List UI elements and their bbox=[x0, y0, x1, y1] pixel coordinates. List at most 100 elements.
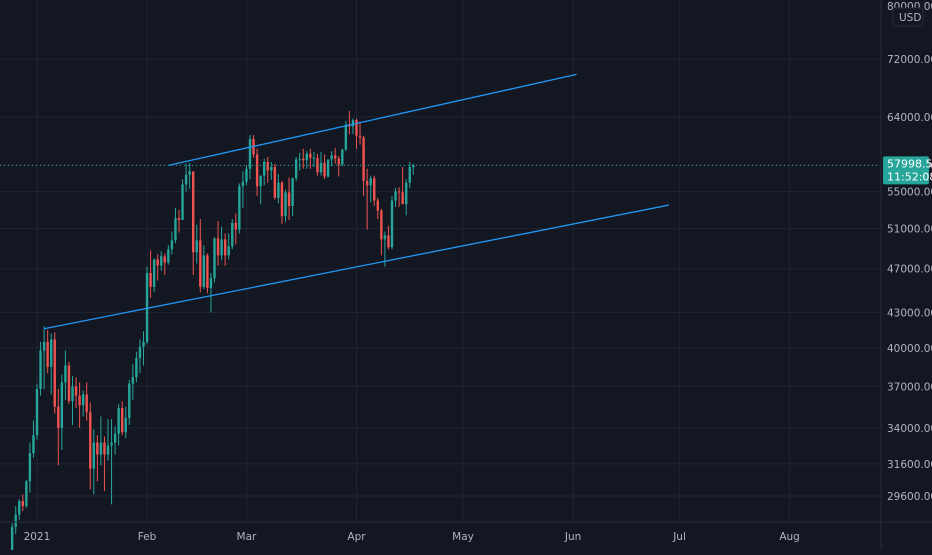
candle bbox=[365, 168, 369, 230]
time-tick-label: Mar bbox=[237, 531, 257, 543]
candle bbox=[110, 419, 113, 505]
candle-body bbox=[28, 453, 32, 482]
candle bbox=[152, 258, 156, 293]
time-tick-label: Feb bbox=[138, 531, 157, 543]
candle bbox=[28, 442, 32, 493]
trendline-upper-channel[interactable] bbox=[168, 73, 577, 167]
bar-countdown-label: 11:52:08 bbox=[887, 170, 932, 183]
candle-body bbox=[89, 412, 92, 469]
candle-body bbox=[92, 442, 95, 469]
candle bbox=[57, 388, 60, 466]
candle-body bbox=[373, 178, 376, 201]
candle bbox=[387, 225, 390, 250]
candle bbox=[131, 364, 135, 400]
candle bbox=[18, 499, 21, 520]
candle-body bbox=[298, 158, 301, 160]
candle bbox=[380, 208, 383, 256]
candle-body bbox=[60, 382, 64, 428]
candle-body bbox=[39, 350, 42, 389]
currency-badge[interactable] bbox=[892, 7, 924, 27]
candle-body bbox=[234, 222, 237, 230]
candle-body bbox=[167, 249, 170, 263]
price-tick-label: 55000.00 bbox=[887, 186, 932, 198]
candle-body bbox=[67, 365, 71, 402]
currency-label: USD bbox=[899, 12, 921, 24]
candle bbox=[89, 402, 92, 490]
candle bbox=[124, 406, 127, 439]
candle bbox=[156, 254, 159, 281]
candle bbox=[287, 177, 291, 220]
candle-body bbox=[163, 256, 166, 263]
candle bbox=[259, 175, 262, 205]
candle-body bbox=[351, 120, 355, 127]
candle-body bbox=[57, 406, 60, 428]
time-tick-label: Jun bbox=[564, 531, 581, 543]
candle bbox=[21, 494, 24, 512]
price-tick-label: 72000.00 bbox=[887, 54, 932, 66]
candle bbox=[312, 152, 316, 168]
candle bbox=[85, 382, 88, 421]
time-tick-label: May bbox=[452, 531, 474, 543]
trendline-lower-channel[interactable] bbox=[43, 204, 670, 330]
candle-body bbox=[387, 235, 390, 248]
candle bbox=[145, 266, 149, 345]
candle-body bbox=[263, 162, 266, 176]
candle-body bbox=[394, 191, 397, 201]
candle-body bbox=[270, 167, 273, 171]
candle-body bbox=[326, 159, 330, 177]
candle-body bbox=[177, 218, 181, 220]
candle-body bbox=[383, 235, 387, 240]
candle bbox=[369, 175, 372, 203]
candle-body bbox=[408, 167, 411, 183]
candle-body bbox=[195, 240, 198, 253]
candle bbox=[291, 177, 294, 217]
candle-body bbox=[344, 124, 348, 150]
candle-body bbox=[401, 192, 404, 205]
candle bbox=[277, 173, 280, 204]
candle-body bbox=[309, 153, 312, 158]
candle-body bbox=[209, 278, 213, 288]
time-scale[interactable]: 2021 Feb Mar Apr May Jun Jul Aug bbox=[0, 521, 932, 543]
candle-body bbox=[32, 435, 35, 454]
candle-body bbox=[358, 135, 362, 138]
candle bbox=[188, 162, 191, 189]
candle bbox=[238, 183, 241, 234]
candle bbox=[316, 153, 319, 176]
candle-body bbox=[199, 240, 202, 287]
candle bbox=[128, 379, 131, 425]
candle bbox=[46, 329, 49, 374]
candle-body bbox=[113, 433, 117, 443]
candle bbox=[81, 390, 85, 417]
candle bbox=[351, 118, 355, 135]
candle-body bbox=[106, 445, 110, 455]
time-tick-label: 2021 bbox=[24, 531, 51, 543]
candle bbox=[167, 245, 170, 265]
candle bbox=[334, 147, 337, 164]
candle-body bbox=[21, 500, 24, 507]
candle bbox=[263, 158, 266, 186]
candle-body bbox=[305, 153, 308, 161]
candle-body bbox=[280, 182, 284, 217]
candle-body bbox=[184, 174, 188, 185]
candle bbox=[241, 171, 245, 208]
candle bbox=[60, 374, 64, 451]
candle-body bbox=[170, 240, 174, 250]
candle-body bbox=[245, 168, 248, 182]
candle-body bbox=[10, 526, 14, 551]
candle-body bbox=[284, 192, 287, 217]
candle-body bbox=[337, 158, 340, 165]
candle-body bbox=[206, 255, 209, 288]
candle bbox=[160, 251, 163, 271]
candle bbox=[326, 159, 330, 178]
time-tick-label: Jul bbox=[672, 531, 686, 543]
candle-body bbox=[156, 259, 159, 266]
candle bbox=[341, 148, 344, 167]
candle-body bbox=[302, 158, 305, 161]
candle bbox=[397, 187, 401, 207]
price-tick-label: 40000.00 bbox=[887, 343, 932, 355]
candle bbox=[305, 151, 308, 169]
price-scale[interactable]: 80000.00 USD 72000.0064000.0058000.00550… bbox=[880, 0, 932, 550]
